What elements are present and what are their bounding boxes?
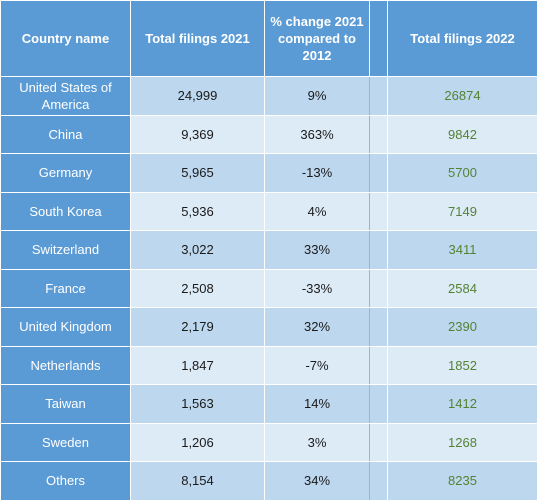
- cell-total-2022: 2584: [388, 269, 537, 308]
- cell-total-2022: 8235: [388, 462, 537, 501]
- cell-spacer: [370, 77, 388, 116]
- cell-total-2021: 8,154: [131, 462, 265, 501]
- cell-total-2021: 2,179: [131, 308, 265, 347]
- cell-pct-change: -13%: [265, 154, 370, 193]
- cell-pct-change: 14%: [265, 385, 370, 424]
- cell-total-2021: 1,847: [131, 346, 265, 385]
- cell-pct-change: 9%: [265, 77, 370, 116]
- cell-spacer: [370, 462, 388, 501]
- cell-country: Germany: [1, 154, 131, 193]
- cell-country: South Korea: [1, 192, 131, 231]
- cell-pct-change: 34%: [265, 462, 370, 501]
- header-spacer: [370, 1, 388, 77]
- cell-country: Others: [1, 462, 131, 501]
- cell-spacer: [370, 423, 388, 462]
- header-total-2021: Total filings 2021: [131, 1, 265, 77]
- cell-total-2022: 2390: [388, 308, 537, 347]
- cell-spacer: [370, 192, 388, 231]
- header-pct-change: % change 2021 compared to 2012: [265, 1, 370, 77]
- cell-spacer: [370, 154, 388, 193]
- cell-pct-change: -7%: [265, 346, 370, 385]
- cell-total-2022: 1852: [388, 346, 537, 385]
- header-total-2022: Total filings 2022: [388, 1, 537, 77]
- cell-total-2022: 7149: [388, 192, 537, 231]
- cell-total-2022: 26874: [388, 77, 537, 116]
- cell-spacer: [370, 308, 388, 347]
- cell-total-2021: 9,369: [131, 115, 265, 154]
- cell-pct-change: -33%: [265, 269, 370, 308]
- cell-spacer: [370, 115, 388, 154]
- cell-total-2022: 3411: [388, 231, 537, 270]
- cell-total-2021: 3,022: [131, 231, 265, 270]
- cell-spacer: [370, 346, 388, 385]
- cell-spacer: [370, 231, 388, 270]
- cell-total-2021: 1,563: [131, 385, 265, 424]
- cell-pct-change: 363%: [265, 115, 370, 154]
- cell-country: Sweden: [1, 423, 131, 462]
- cell-total-2021: 5,936: [131, 192, 265, 231]
- cell-total-2021: 2,508: [131, 269, 265, 308]
- cell-total-2021: 1,206: [131, 423, 265, 462]
- cell-total-2022: 1412: [388, 385, 537, 424]
- cell-total-2022: 9842: [388, 115, 537, 154]
- table-header: Country name Total filings 2021 % change…: [1, 1, 537, 77]
- cell-total-2022: 5700: [388, 154, 537, 193]
- cell-country: China: [1, 115, 131, 154]
- cell-country: France: [1, 269, 131, 308]
- cell-pct-change: 4%: [265, 192, 370, 231]
- cell-country: Taiwan: [1, 385, 131, 424]
- cell-spacer: [370, 269, 388, 308]
- cell-spacer: [370, 385, 388, 424]
- cell-total-2022: 1268: [388, 423, 537, 462]
- cell-pct-change: 32%: [265, 308, 370, 347]
- cell-total-2021: 24,999: [131, 77, 265, 116]
- cell-country: Netherlands: [1, 346, 131, 385]
- header-country: Country name: [1, 1, 131, 77]
- cell-pct-change: 3%: [265, 423, 370, 462]
- cell-country: United Kingdom: [1, 308, 131, 347]
- cell-total-2021: 5,965: [131, 154, 265, 193]
- cell-country: United States of America: [1, 77, 131, 116]
- header-row: Country name Total filings 2021 % change…: [1, 1, 537, 77]
- cell-pct-change: 33%: [265, 231, 370, 270]
- cell-country: Switzerland: [1, 231, 131, 270]
